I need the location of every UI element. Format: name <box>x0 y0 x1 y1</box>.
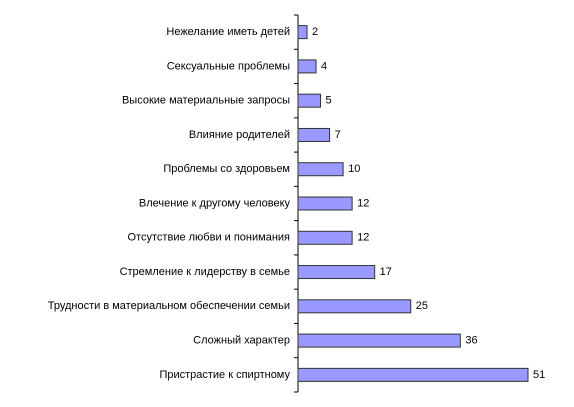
bar <box>297 93 322 108</box>
category-label: Высокие материальные запросы <box>122 95 290 107</box>
value-label: 10 <box>348 163 360 175</box>
value-label: 2 <box>312 26 318 38</box>
bar <box>297 59 317 74</box>
category-label: Нежелание иметь детей <box>166 26 290 38</box>
category-label: Проблемы со здоровьем <box>163 163 290 175</box>
bar <box>297 230 353 245</box>
category-label: Влечение к другому человеку <box>139 197 291 209</box>
bar <box>297 367 529 382</box>
category-label: Пристрастие к спиртному <box>159 369 290 381</box>
value-label: 7 <box>335 129 341 141</box>
category-label: Влияние родителей <box>189 129 290 141</box>
category-label: Сексуальные проблемы <box>167 60 290 72</box>
bar <box>297 265 376 280</box>
value-label: 12 <box>357 232 369 244</box>
bar <box>297 162 344 177</box>
category-label: Сложный характер <box>193 334 290 346</box>
value-label: 17 <box>380 266 392 278</box>
value-label: 36 <box>465 334 477 346</box>
bar <box>297 333 461 348</box>
category-label: Стремление к лидерству в семье <box>120 266 290 278</box>
bar <box>297 25 308 40</box>
value-label: 25 <box>416 300 428 312</box>
value-label: 4 <box>321 60 327 72</box>
value-label: 12 <box>357 197 369 209</box>
value-label: 51 <box>533 369 545 381</box>
bar <box>297 299 412 314</box>
category-label: Трудности в материальном обеспечении сем… <box>48 300 290 312</box>
value-label: 5 <box>326 95 332 107</box>
bar <box>297 196 353 211</box>
bar <box>297 127 331 142</box>
category-label: Отсутствие любви и понимания <box>128 232 290 244</box>
